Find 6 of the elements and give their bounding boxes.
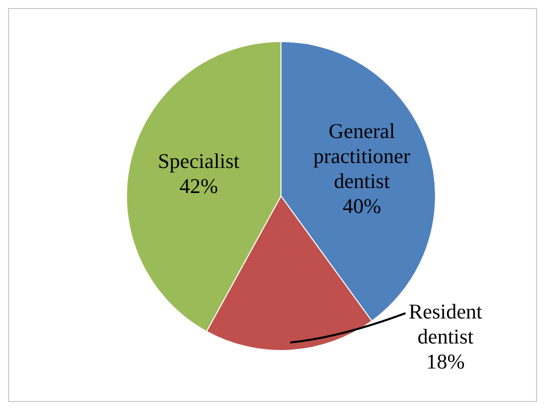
slice-label: Specialist (158, 148, 240, 173)
data-label: 42% (179, 174, 218, 198)
data-label: 40% (342, 194, 382, 218)
slice-label: Resident dentist (408, 300, 482, 349)
slice-label: General practitioner dentist (313, 118, 410, 193)
data-label: 18% (426, 350, 465, 374)
